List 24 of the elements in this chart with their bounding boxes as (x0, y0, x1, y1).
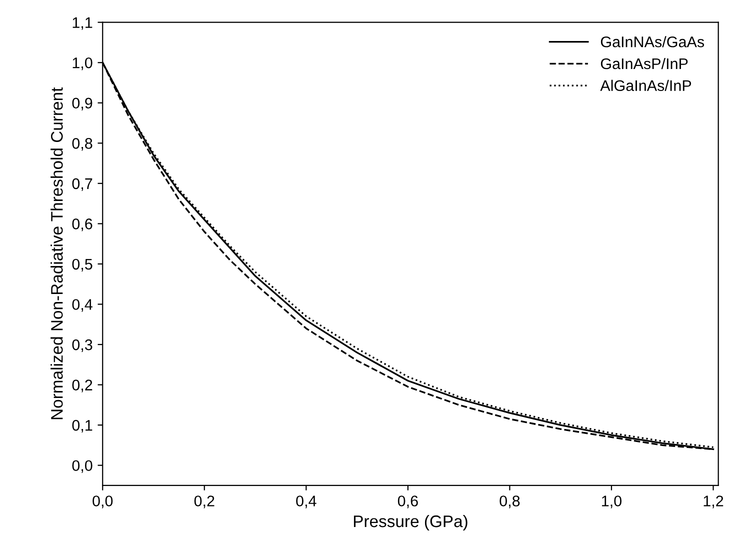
y-tick-label: 0,3 (72, 339, 92, 352)
legend-label: GaInAsP/InP (600, 58, 688, 70)
y-axis-title: Normalized Non-Radiative Threshold Current (50, 87, 63, 420)
y-tick-label: 1,0 (72, 57, 92, 70)
x-tick-label: 1,2 (704, 496, 724, 508)
y-tick-label: 0,9 (72, 98, 92, 110)
x-tick-label: 0,8 (500, 496, 520, 508)
y-tick-label: 0,7 (72, 178, 92, 191)
x-tick-label: 0,6 (398, 496, 418, 508)
y-tick-label: 0,0 (72, 460, 92, 473)
y-tick-label: 0,1 (72, 420, 92, 433)
y-tick-label: 0,2 (72, 380, 92, 392)
x-tick-label: 1,0 (602, 496, 622, 508)
x-tick-label: 0,4 (296, 496, 316, 508)
y-tick-label: 1,1 (72, 17, 92, 30)
x-tick-label: 0,2 (194, 496, 214, 508)
y-tick-label: 0,5 (72, 258, 92, 272)
x-tick-label: 0,0 (92, 496, 113, 508)
x-axis-title: Pressure (GPa) (354, 514, 468, 531)
legend-label: GaInNAs/GaAs (600, 36, 704, 48)
legend-label: AlGaInAs/InP (600, 80, 692, 92)
y-tick-label: 0,4 (72, 299, 92, 312)
y-tick-label: 0,6 (72, 218, 92, 232)
y-tick-label: 0,8 (72, 138, 92, 151)
